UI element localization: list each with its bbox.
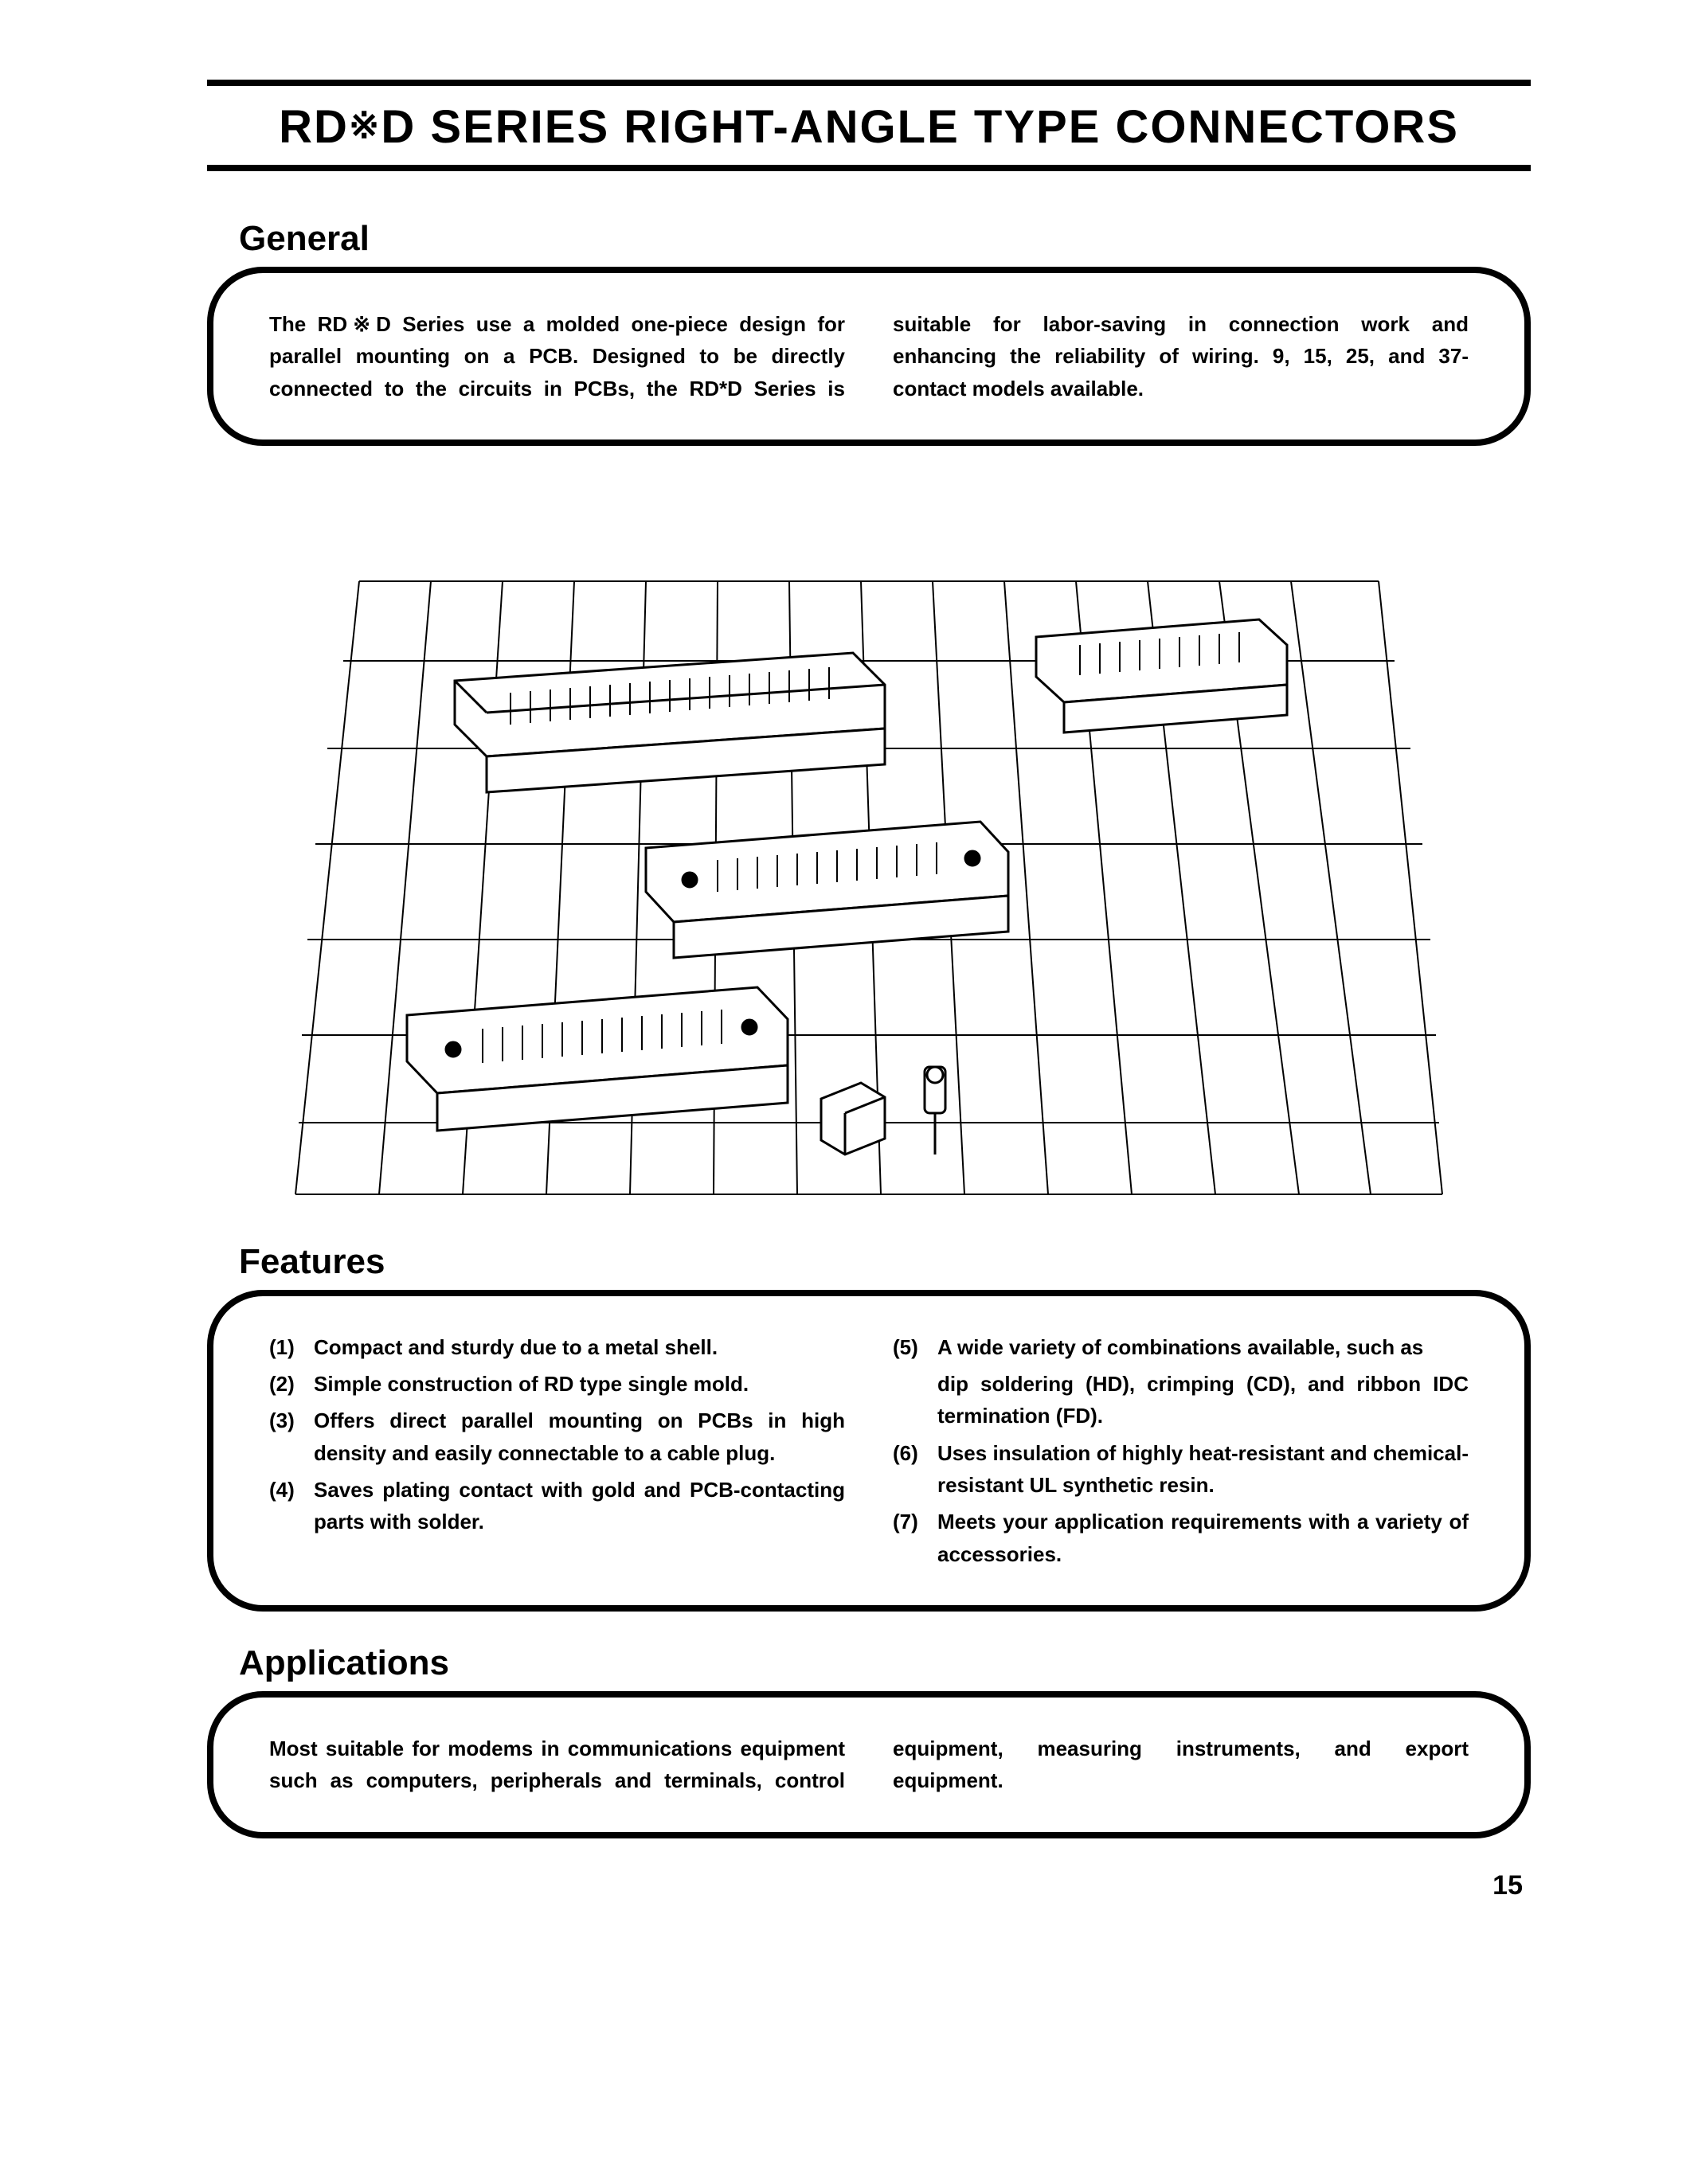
title-prefix: RD: [279, 101, 349, 153]
feature-item: (2)Simple construction of RD type single…: [269, 1368, 845, 1400]
feature-item: (1)Compact and sturdy due to a metal she…: [269, 1331, 845, 1363]
title-symbol: ※: [349, 104, 381, 146]
features-heading: Features: [239, 1242, 1531, 1282]
applications-heading: Applications: [239, 1643, 1531, 1683]
page-number: 15: [207, 1870, 1531, 1901]
feature-continuation: dip soldering (HD), crimping (CD), and r…: [893, 1368, 1469, 1432]
page-title: RD※D SERIES RIGHT-ANGLE TYPE CONNECTORS: [207, 86, 1531, 165]
title-block: RD※D SERIES RIGHT-ANGLE TYPE CONNECTORS: [207, 80, 1531, 171]
feature-item: (4)Saves plating contact with gold and P…: [269, 1474, 845, 1538]
feature-item: (3)Offers direct parallel mounting on PC…: [269, 1405, 845, 1469]
applications-text: Most suitable for modems in communicatio…: [269, 1733, 1469, 1797]
features-list: (1)Compact and sturdy due to a metal she…: [269, 1331, 1469, 1570]
connector-illustration: [272, 478, 1466, 1210]
feature-item: (5)A wide variety of combinations availa…: [893, 1331, 1469, 1363]
rule-bottom: [207, 165, 1531, 171]
applications-box: Most suitable for modems in communicatio…: [207, 1691, 1531, 1838]
features-box: (1)Compact and sturdy due to a metal she…: [207, 1290, 1531, 1612]
general-box: The RD※D Series use a molded one-piece d…: [207, 267, 1531, 446]
title-suffix: D SERIES RIGHT-ANGLE TYPE CONNECTORS: [381, 101, 1459, 153]
general-text: The RD※D Series use a molded one-piece d…: [269, 308, 1469, 404]
feature-item: (6)Uses insulation of highly heat-resist…: [893, 1437, 1469, 1502]
rule-top: [207, 80, 1531, 86]
feature-item: (7)Meets your application requirements w…: [893, 1506, 1469, 1570]
general-heading: General: [239, 219, 1531, 259]
